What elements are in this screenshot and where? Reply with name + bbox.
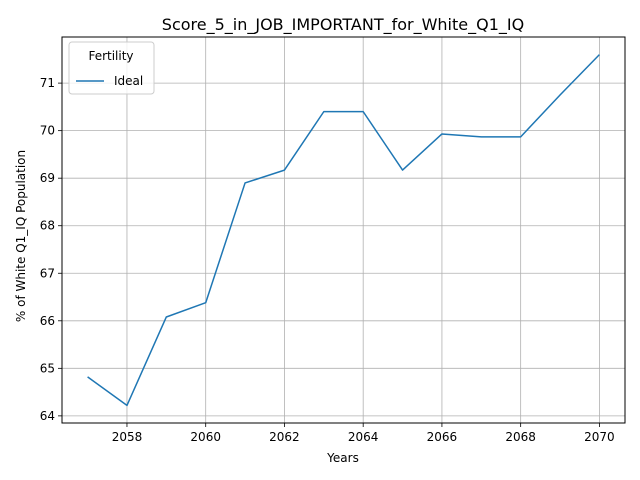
y-axis-label: % of White Q1_IQ Population <box>14 150 28 322</box>
legend-label-ideal: Ideal <box>114 74 143 88</box>
x-tick-label: 2070 <box>584 430 615 444</box>
series-line-ideal <box>87 54 600 407</box>
x-axis-label: Years <box>326 451 359 465</box>
y-tick-label: 70 <box>40 124 55 138</box>
x-tick-label: 2066 <box>427 430 458 444</box>
x-tick-label: 2068 <box>505 430 536 444</box>
series-group <box>87 54 600 407</box>
chart-title: Score_5_in_JOB_IMPORTANT_for_White_Q1_IQ <box>162 15 524 35</box>
legend: Fertility Ideal <box>68 41 155 95</box>
y-tick-label: 66 <box>40 314 55 328</box>
grid-lines <box>62 37 625 423</box>
y-tick-label: 71 <box>40 76 55 90</box>
y-tick-label: 67 <box>40 266 55 280</box>
legend-title: Fertility <box>88 49 133 63</box>
y-tick-label: 65 <box>40 361 55 375</box>
x-tick-label: 2058 <box>112 430 143 444</box>
y-tick-label: 69 <box>40 171 55 185</box>
plot-area <box>61 36 626 424</box>
y-tick-label: 64 <box>40 409 55 423</box>
x-tick-label: 2062 <box>269 430 300 444</box>
x-tick-label: 2064 <box>348 430 379 444</box>
x-axis: 2058 2060 2062 2064 2066 2068 2070 <box>112 423 615 444</box>
y-axis: 64 65 66 67 68 69 70 71 <box>40 76 62 423</box>
x-tick-label: 2060 <box>190 430 221 444</box>
y-tick-label: 68 <box>40 219 55 233</box>
